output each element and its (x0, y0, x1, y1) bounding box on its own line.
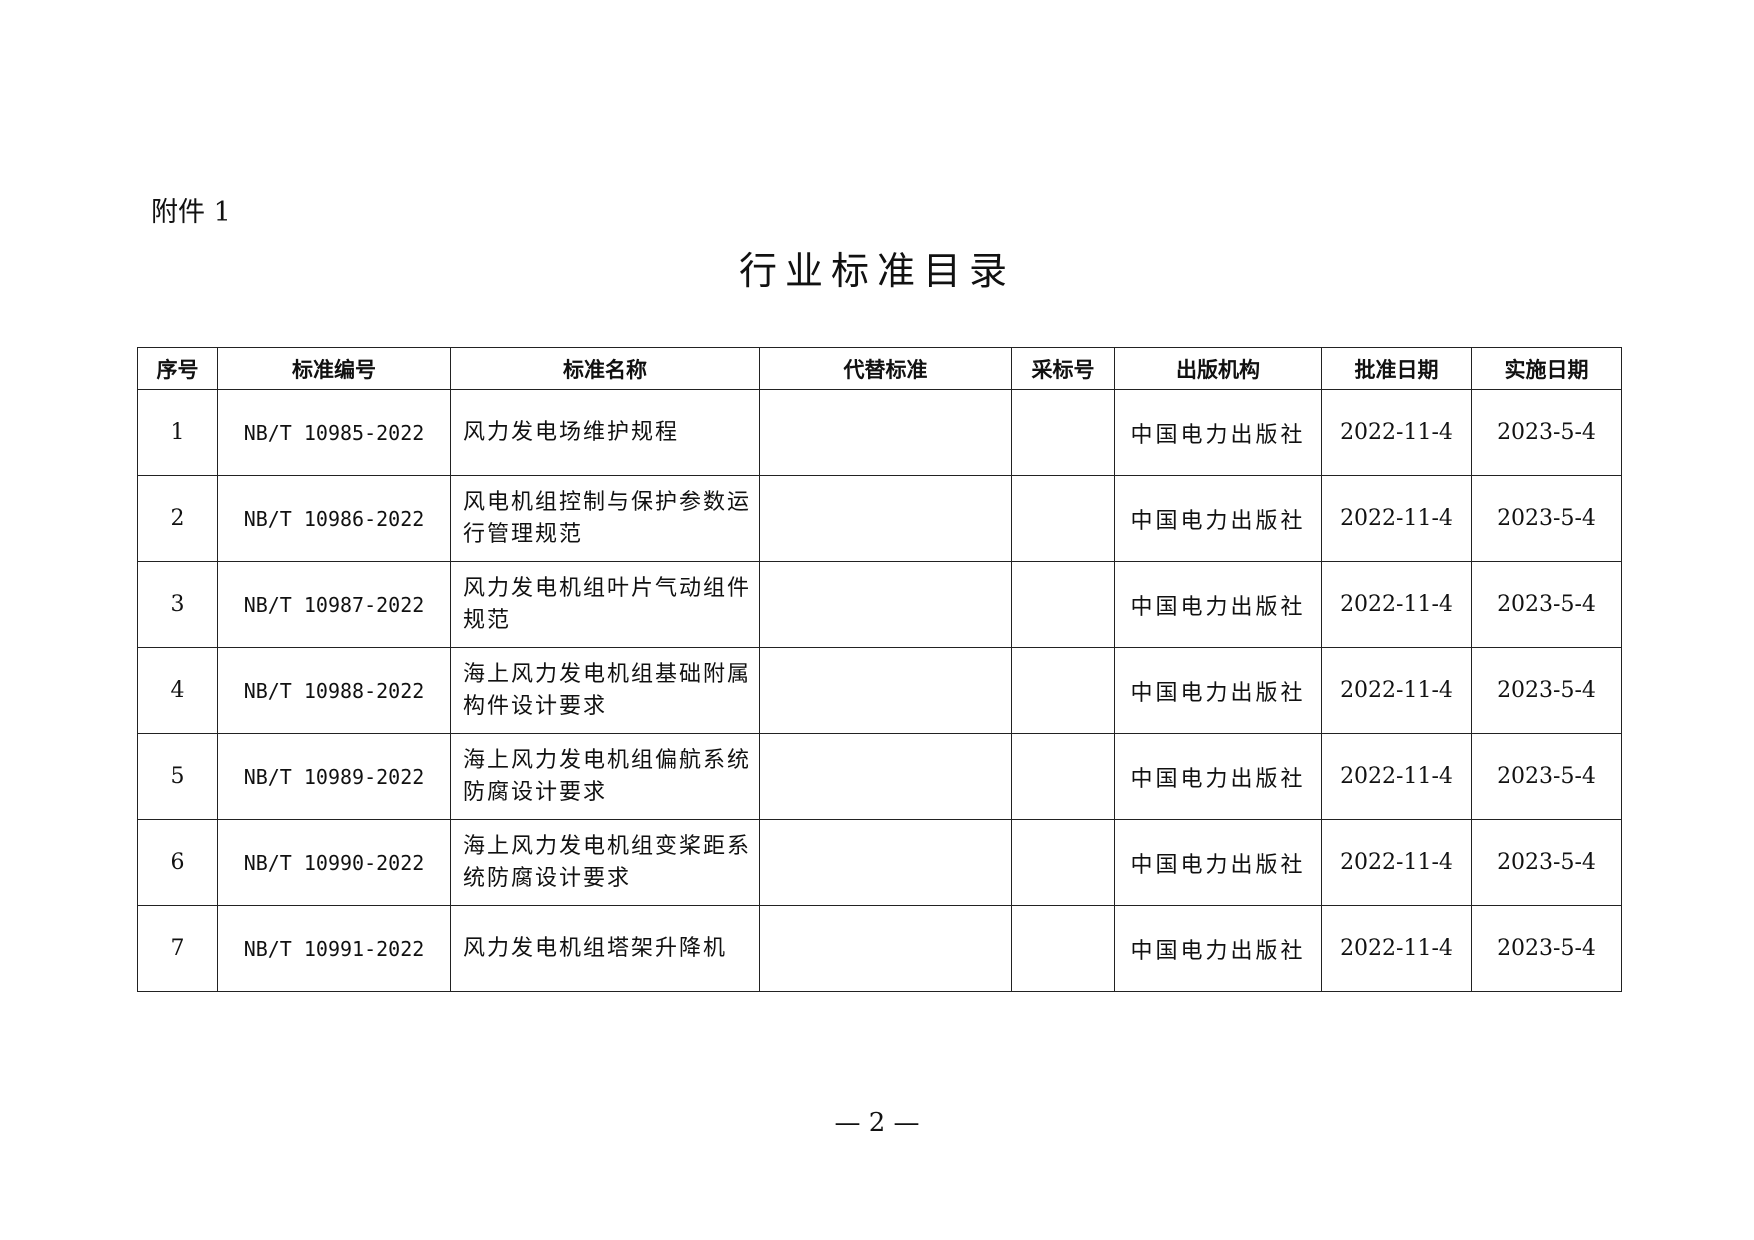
standards-table: 序号 标准编号 标准名称 代替标准 采标号 出版机构 批准日期 实施日期 1 NB… (137, 347, 1622, 992)
row-publisher: 中国电力出版社 (1114, 647, 1322, 734)
row-adopted (1011, 561, 1115, 648)
row-publisher: 中国电力出版社 (1114, 819, 1322, 906)
row-code: NB/T 10986-2022 (217, 475, 451, 562)
row-code: NB/T 10985-2022 (217, 389, 451, 476)
row-adopted (1011, 819, 1115, 906)
row-name: 海上风力发电机组偏航系统防腐设计要求 (450, 733, 760, 820)
header-effective: 实施日期 (1471, 347, 1622, 390)
row-effective: 2023-5-4 (1471, 905, 1622, 992)
row-no: 1 (137, 389, 218, 476)
row-effective: 2023-5-4 (1471, 561, 1622, 648)
attachment-label: 附件 1 (151, 197, 231, 228)
table-row: 2 NB/T 10986-2022 风电机组控制与保护参数运行管理规范 中国电力出版社… (137, 475, 1622, 562)
row-replaces (759, 389, 1012, 476)
row-adopted (1011, 733, 1115, 820)
row-replaces (759, 561, 1012, 648)
header-name: 标准名称 (450, 347, 760, 390)
row-effective: 2023-5-4 (1471, 647, 1622, 734)
row-adopted (1011, 475, 1115, 562)
row-replaces (759, 905, 1012, 992)
header-publisher: 出版机构 (1114, 347, 1322, 390)
row-no: 6 (137, 819, 218, 906)
row-code: NB/T 10990-2022 (217, 819, 451, 906)
row-approved: 2022-11-4 (1321, 647, 1472, 734)
table-row: 7 NB/T 10991-2022 风力发电机组塔架升降机 中国电力出版社 2022-1… (137, 905, 1622, 992)
row-approved: 2022-11-4 (1321, 905, 1472, 992)
row-effective: 2023-5-4 (1471, 389, 1622, 476)
row-no: 2 (137, 475, 218, 562)
row-approved: 2022-11-4 (1321, 389, 1472, 476)
row-name: 海上风力发电机组基础附属构件设计要求 (450, 647, 760, 734)
header-adopted: 采标号 (1011, 347, 1115, 390)
row-no: 5 (137, 733, 218, 820)
table-row: 1 NB/T 10985-2022 风力发电场维护规程 中国电力出版社 2022-11-… (137, 389, 1622, 476)
row-no: 3 (137, 561, 218, 648)
row-adopted (1011, 905, 1115, 992)
row-publisher: 中国电力出版社 (1114, 733, 1322, 820)
table-row: 4 NB/T 10988-2022 海上风力发电机组基础附属构件设计要求 中国电力出版… (137, 647, 1622, 734)
row-code: NB/T 10988-2022 (217, 647, 451, 734)
row-effective: 2023-5-4 (1471, 475, 1622, 562)
row-publisher: 中国电力出版社 (1114, 475, 1322, 562)
page-number: — 2 — (834, 1108, 920, 1138)
header-code: 标准编号 (217, 347, 451, 390)
row-effective: 2023-5-4 (1471, 733, 1622, 820)
row-code: NB/T 10991-2022 (217, 905, 451, 992)
page-title: 行业标准目录 (738, 249, 1015, 293)
header-replaces: 代替标准 (759, 347, 1012, 390)
header-no: 序号 (137, 347, 218, 390)
row-publisher: 中国电力出版社 (1114, 905, 1322, 992)
row-approved: 2022-11-4 (1321, 475, 1472, 562)
row-name: 风力发电场维护规程 (450, 389, 760, 476)
row-approved: 2022-11-4 (1321, 733, 1472, 820)
row-name: 海上风力发电机组变桨距系统防腐设计要求 (450, 819, 760, 906)
row-publisher: 中国电力出版社 (1114, 389, 1322, 476)
row-name: 风力发电机组塔架升降机 (450, 905, 760, 992)
row-adopted (1011, 389, 1115, 476)
table-row: 5 NB/T 10989-2022 海上风力发电机组偏航系统防腐设计要求 中国电力出版… (137, 733, 1622, 820)
row-effective: 2023-5-4 (1471, 819, 1622, 906)
row-adopted (1011, 647, 1115, 734)
row-no: 4 (137, 647, 218, 734)
row-publisher: 中国电力出版社 (1114, 561, 1322, 648)
row-no: 7 (137, 905, 218, 992)
row-name: 风力发电机组叶片气动组件规范 (450, 561, 760, 648)
row-replaces (759, 647, 1012, 734)
table-header-row: 序号 标准编号 标准名称 代替标准 采标号 出版机构 批准日期 实施日期 (137, 347, 1622, 390)
row-code: NB/T 10987-2022 (217, 561, 451, 648)
row-code: NB/T 10989-2022 (217, 733, 451, 820)
row-approved: 2022-11-4 (1321, 561, 1472, 648)
row-replaces (759, 733, 1012, 820)
header-approved: 批准日期 (1321, 347, 1472, 390)
table-row: 6 NB/T 10990-2022 海上风力发电机组变桨距系统防腐设计要求 中国电力出… (137, 819, 1622, 906)
row-replaces (759, 819, 1012, 906)
table-row: 3 NB/T 10987-2022 风力发电机组叶片气动组件规范 中国电力出版社 202… (137, 561, 1622, 648)
row-replaces (759, 475, 1012, 562)
row-approved: 2022-11-4 (1321, 819, 1472, 906)
row-name: 风电机组控制与保护参数运行管理规范 (450, 475, 760, 562)
